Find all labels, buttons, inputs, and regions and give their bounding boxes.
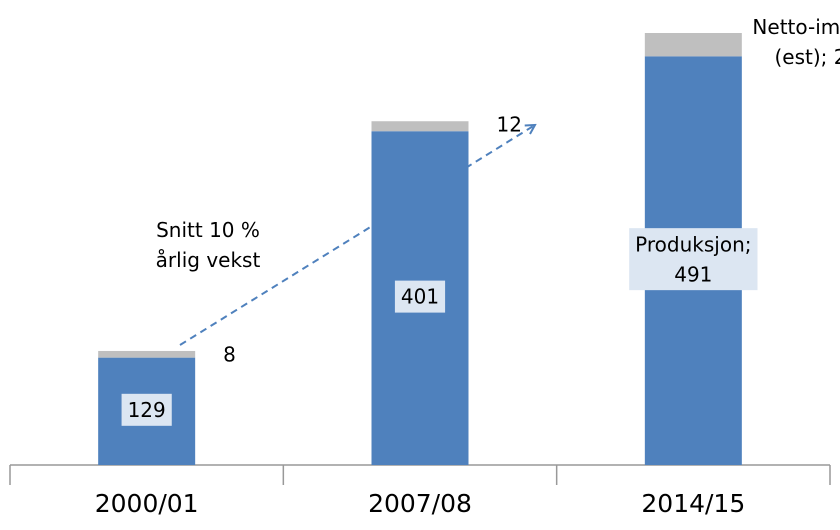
data-label: 129 — [128, 398, 166, 422]
data-label: 12 — [497, 113, 522, 137]
bar-segment — [98, 350, 196, 358]
label-bg — [121, 393, 172, 426]
label-bg — [394, 280, 446, 313]
bar-segment — [371, 121, 469, 132]
data-label: 8 — [223, 342, 236, 366]
x-tick-label: 2007/08 — [368, 489, 472, 518]
x-tick-label: 2014/15 — [641, 489, 745, 518]
label-bg — [629, 228, 758, 291]
growth-arrow — [179, 125, 535, 346]
data-label: Netto-import(est); 28 — [752, 15, 840, 69]
x-tick-label: 2000/01 — [95, 489, 199, 518]
data-label: Produksjon; 491 — [635, 232, 751, 286]
data-label: 401 — [401, 285, 439, 309]
bar-segment — [644, 33, 742, 57]
annotation: Snitt 10 % årlig vekst — [156, 218, 261, 272]
